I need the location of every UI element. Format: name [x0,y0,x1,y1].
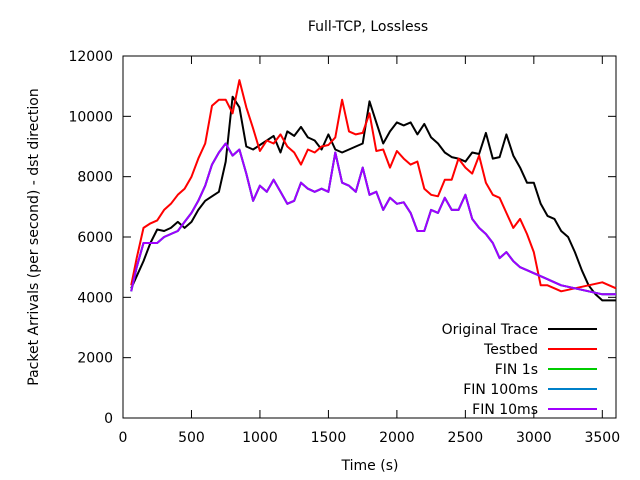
series-line-0 [130,95,616,302]
y-tick-label: 6000 [77,230,113,246]
x-tick-label: 1000 [242,430,278,446]
y-tick-label: 0 [104,411,113,427]
y-tick-label: 4000 [77,290,113,306]
y-tick-label: 2000 [77,351,113,367]
x-tick-label: 500 [178,430,205,446]
y-tick-label: 12000 [68,49,113,65]
series-line-4 [130,142,616,296]
plot-frame [122,55,617,419]
y-axis: 0 2000 4000 6000 8000 10000 12000 [68,49,616,427]
legend-label: Testbed [483,342,538,358]
legend-label: FIN 100ms [463,382,538,398]
x-tick-label: 3500 [584,430,620,446]
legend-label: FIN 1s [495,362,538,378]
series-line-3 [130,142,616,296]
series-line-1 [130,79,617,293]
legend-label: Original Trace [442,322,538,338]
y-axis-title: Packet Arrivals (per second) - dst direc… [26,88,42,385]
x-tick-label: 0 [119,430,128,446]
x-tick-label: 3000 [516,430,552,446]
chart-title: Full-TCP, Lossless [308,19,428,35]
y-tick-label: 10000 [68,109,113,125]
x-tick-label: 2500 [448,430,484,446]
series-lines [130,79,617,302]
x-axis-title: Time (s) [341,458,399,474]
x-axis: 0 500 1000 1500 2000 2500 3000 3500 [119,56,620,446]
x-tick-label: 2000 [379,430,415,446]
legend-label: FIN 10ms [472,402,538,418]
series-line-2 [130,142,616,296]
x-tick-label: 1500 [311,430,347,446]
legend: Original Trace Testbed FIN 1s FIN 100ms FIN … [442,322,597,418]
y-tick-label: 8000 [77,170,113,186]
